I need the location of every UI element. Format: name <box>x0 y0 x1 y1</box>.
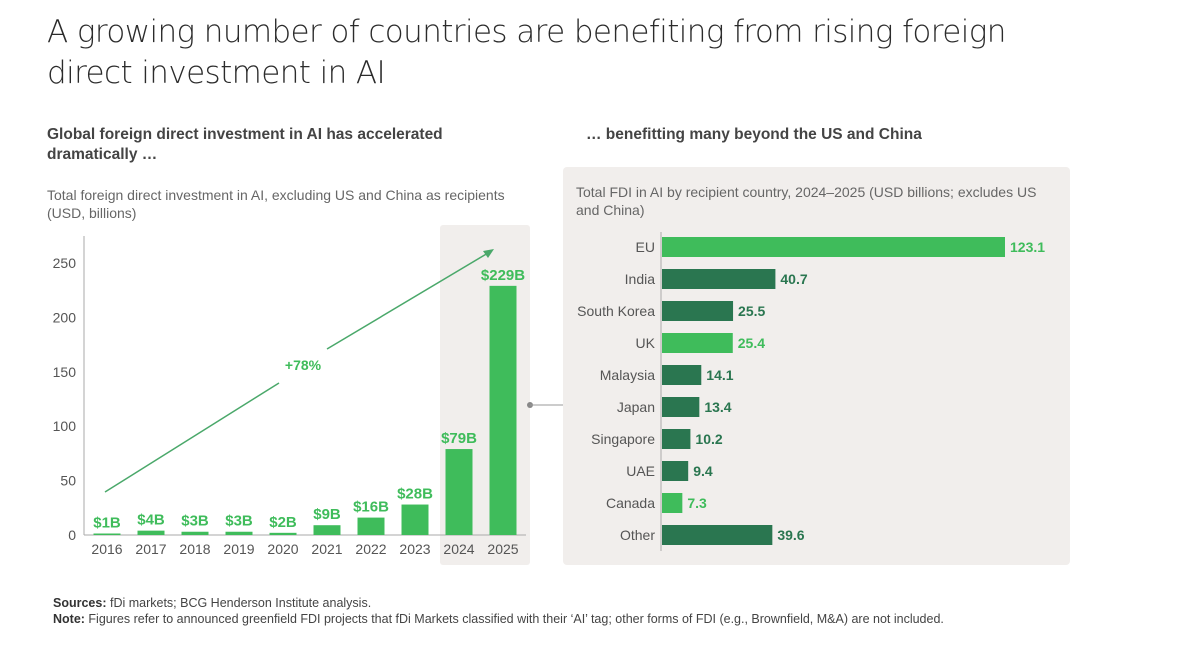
x-tick-label: 2019 <box>223 541 254 557</box>
category-label: Malaysia <box>600 367 655 383</box>
page-title: A growing number of countries are benefi… <box>47 14 1006 91</box>
x-tick-label: 2023 <box>399 541 430 557</box>
bar-canada <box>662 493 683 513</box>
bar-uk <box>662 333 733 353</box>
bar-2016 <box>93 533 121 535</box>
data-label: $28B <box>397 486 433 503</box>
y-tick-label: 0 <box>68 527 76 543</box>
bar-singapore <box>662 429 691 449</box>
bar-other <box>662 525 773 545</box>
data-label: 25.4 <box>738 335 765 351</box>
x-tick-label: 2020 <box>267 541 298 557</box>
data-label: $2B <box>269 514 297 531</box>
bar-2017 <box>137 530 165 535</box>
bar-2020 <box>269 532 297 535</box>
bar-malaysia <box>662 365 702 385</box>
sources-line: Sources: fDi markets; BCG Henderson Inst… <box>53 595 1053 611</box>
bar-2023 <box>401 504 429 535</box>
y-tick-label: 200 <box>53 309 77 325</box>
bar-2019 <box>225 531 253 535</box>
left-chart-description: Total foreign direct investment in AI, e… <box>47 187 505 221</box>
bar-2025 <box>489 285 517 535</box>
category-label: South Korea <box>577 303 655 319</box>
bar-2021 <box>313 525 341 535</box>
bar-2022 <box>357 517 385 535</box>
left-bar-chart: 0 50 100 150 200 250 $1B 2016 $4B 2017 $3B 2018 $3B 2… <box>53 225 563 565</box>
data-label: 40.7 <box>780 271 807 287</box>
bar-south-korea <box>662 301 734 321</box>
right-chart-panel <box>563 167 1070 565</box>
bar-uae <box>662 461 689 481</box>
data-label: 25.5 <box>738 303 765 319</box>
data-label: $79B <box>441 430 477 447</box>
data-label: $16B <box>353 499 389 516</box>
trend-arrow-line <box>326 252 489 350</box>
right-chart-subtitle: … benefitting many beyond the US and Chi… <box>586 126 922 143</box>
right-chart-description: Total FDI in AI by recipient country, 20… <box>576 184 1037 218</box>
x-tick-label: 2018 <box>179 541 210 557</box>
data-label: 39.6 <box>777 527 804 543</box>
data-label: $1B <box>93 515 121 532</box>
x-tick-label: 2024 <box>443 541 474 557</box>
data-label: 7.3 <box>687 495 707 511</box>
data-label: 123.1 <box>1010 239 1045 255</box>
data-label: 10.2 <box>695 431 722 447</box>
sources-label: Sources: <box>53 596 107 610</box>
bar-2018 <box>181 531 209 535</box>
y-tick-label: 50 <box>60 473 76 489</box>
category-label: Singapore <box>591 431 655 447</box>
data-label: $4B <box>137 512 165 529</box>
note-line: Note: Figures refer to announced greenfi… <box>53 611 1053 627</box>
category-label: Canada <box>606 495 655 511</box>
category-label: UAE <box>626 463 655 479</box>
growth-annotation: +78% <box>285 357 322 373</box>
data-label: $3B <box>181 513 209 530</box>
bar-2024 <box>445 449 473 535</box>
y-tick-label: 100 <box>53 418 77 434</box>
x-tick-label: 2025 <box>487 541 518 557</box>
bar-eu <box>662 237 1005 257</box>
bar-india <box>662 269 776 289</box>
note-label: Note: <box>53 612 85 626</box>
sources-text: fDi markets; BCG Henderson Institute ana… <box>106 596 372 610</box>
data-label: $229B <box>481 267 525 284</box>
data-label: $3B <box>225 513 253 530</box>
left-chart-subtitle: Global foreign direct investment in AI h… <box>47 126 443 163</box>
note-text: Figures refer to announced greenfield FD… <box>84 612 944 626</box>
bar-japan <box>662 397 700 417</box>
category-label: EU <box>636 239 655 255</box>
data-label: 13.4 <box>704 399 731 415</box>
data-label: $9B <box>313 506 341 523</box>
footer-notes: Sources: fDi markets; BCG Henderson Inst… <box>53 595 1053 627</box>
y-tick-label: 150 <box>53 364 77 380</box>
category-label: Japan <box>617 399 655 415</box>
x-tick-label: 2016 <box>91 541 122 557</box>
category-label: UK <box>636 335 656 351</box>
data-label: 9.4 <box>693 463 713 479</box>
category-label: Other <box>620 527 655 543</box>
data-label: 14.1 <box>706 367 733 383</box>
x-tick-label: 2017 <box>135 541 166 557</box>
arrow-head-icon <box>483 249 494 258</box>
x-tick-label: 2022 <box>355 541 386 557</box>
x-tick-label: 2021 <box>311 541 342 557</box>
trend-arrow-line <box>104 382 280 493</box>
right-bar-chart: EU 123.1 India 40.7 South Korea 25.5 UK 25.4 Mal… <box>577 232 1045 551</box>
y-tick-label: 250 <box>53 255 77 271</box>
category-label: India <box>625 271 656 287</box>
